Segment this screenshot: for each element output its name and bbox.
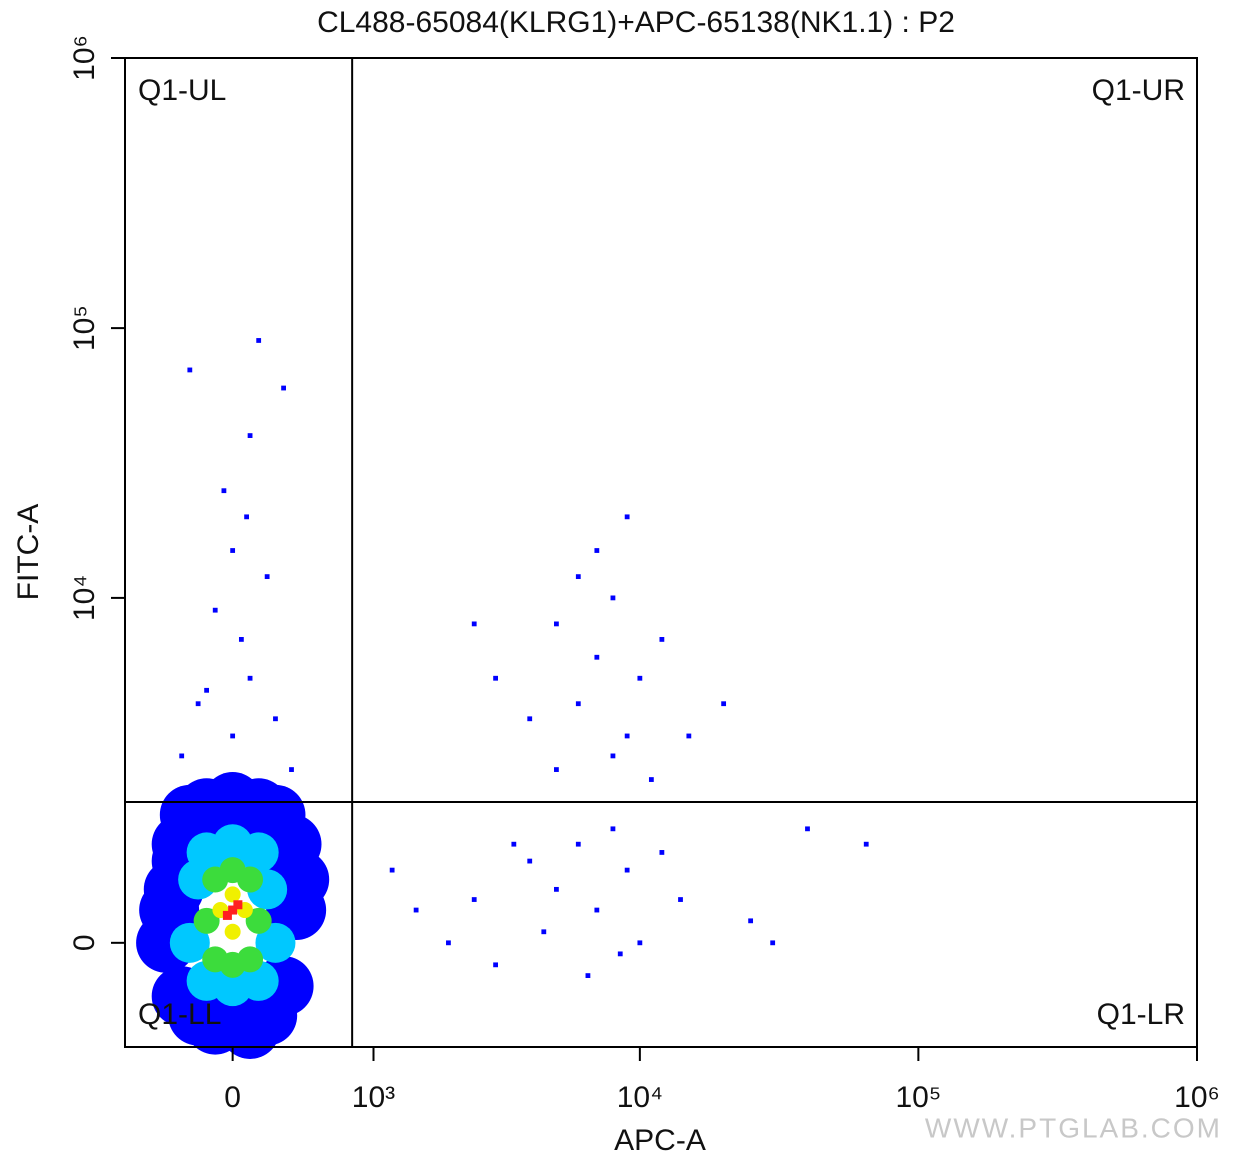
y-tick-label: 10⁵	[68, 305, 101, 351]
x-tick-label: 10⁶	[1174, 1081, 1220, 1114]
dot	[493, 675, 499, 681]
dot	[289, 767, 294, 772]
dot	[230, 548, 236, 553]
dot	[770, 940, 776, 946]
y-axis-label: FITC-A	[12, 504, 45, 601]
dot	[413, 907, 419, 913]
dot	[554, 621, 559, 627]
dot	[610, 826, 616, 832]
x-axis-label: APC-A	[614, 1124, 706, 1157]
quadrant-label: Q1-UR	[1092, 74, 1185, 107]
quadrant-label: Q1-LR	[1097, 998, 1185, 1031]
dot	[389, 867, 395, 873]
dot	[527, 858, 533, 864]
plot-frame	[124, 57, 1198, 1048]
dot	[245, 907, 272, 934]
dot	[659, 850, 665, 855]
dot	[247, 675, 253, 681]
dot	[247, 433, 253, 438]
x-tick-label: 10³	[352, 1081, 395, 1114]
dot	[610, 595, 616, 601]
dots	[136, 338, 869, 1059]
y-tick-label: 0	[68, 934, 101, 951]
x-tick-label: 0	[224, 1081, 241, 1114]
dot	[594, 654, 600, 660]
dot	[224, 886, 241, 903]
dot	[446, 940, 451, 946]
dot	[594, 907, 600, 913]
dot	[541, 929, 547, 935]
dot	[648, 777, 654, 782]
dot	[255, 922, 296, 963]
y-tick-label: 10⁶	[68, 35, 101, 81]
dot	[617, 951, 623, 957]
dot	[264, 574, 270, 580]
dot	[204, 687, 210, 693]
dot	[637, 940, 643, 946]
dot	[224, 923, 241, 940]
dot	[219, 951, 246, 978]
dot	[585, 973, 591, 978]
chart-title: CL488-65084(KLRG1)+APC-65138(NK1.1) : P2	[317, 6, 955, 39]
dot	[610, 753, 616, 759]
dot	[686, 733, 692, 739]
dot	[575, 841, 581, 847]
dot	[721, 701, 727, 707]
dot	[233, 900, 243, 910]
dot	[193, 907, 220, 934]
dot	[678, 897, 683, 902]
dot	[179, 753, 185, 759]
dot	[511, 841, 517, 847]
dot	[527, 716, 533, 722]
dot	[805, 826, 810, 832]
dot	[237, 866, 264, 893]
dot	[624, 733, 630, 739]
y-tick-label: 10⁴	[68, 575, 101, 621]
dot	[221, 488, 227, 494]
dot	[281, 385, 286, 391]
dot	[659, 637, 665, 642]
dot	[748, 918, 754, 924]
dot	[187, 367, 193, 373]
dot	[230, 733, 236, 739]
dot	[222, 910, 232, 920]
dot	[637, 675, 643, 681]
watermark: WWW.PTGLAB.COM	[925, 1112, 1222, 1143]
quadrant-label: Q1-UL	[138, 74, 226, 107]
dot	[256, 338, 262, 343]
dot	[575, 574, 581, 580]
dot	[471, 897, 477, 902]
dot	[273, 716, 278, 722]
dot	[195, 701, 201, 707]
dot	[624, 514, 630, 520]
dot	[554, 886, 559, 892]
dot	[244, 514, 250, 520]
dot	[554, 767, 559, 772]
dot	[624, 867, 630, 873]
x-tick-label: 10⁴	[617, 1081, 663, 1114]
x-tick-label: 10⁵	[895, 1081, 941, 1114]
dot	[238, 637, 244, 642]
dot	[238, 832, 279, 873]
dot	[863, 841, 869, 847]
dot	[493, 962, 499, 968]
dot	[575, 701, 581, 707]
dot	[228, 905, 238, 915]
dot	[594, 548, 600, 553]
dot	[212, 607, 218, 613]
dot	[471, 621, 477, 627]
dot	[169, 922, 210, 963]
quadrant-label: Q1-LL	[138, 998, 221, 1031]
